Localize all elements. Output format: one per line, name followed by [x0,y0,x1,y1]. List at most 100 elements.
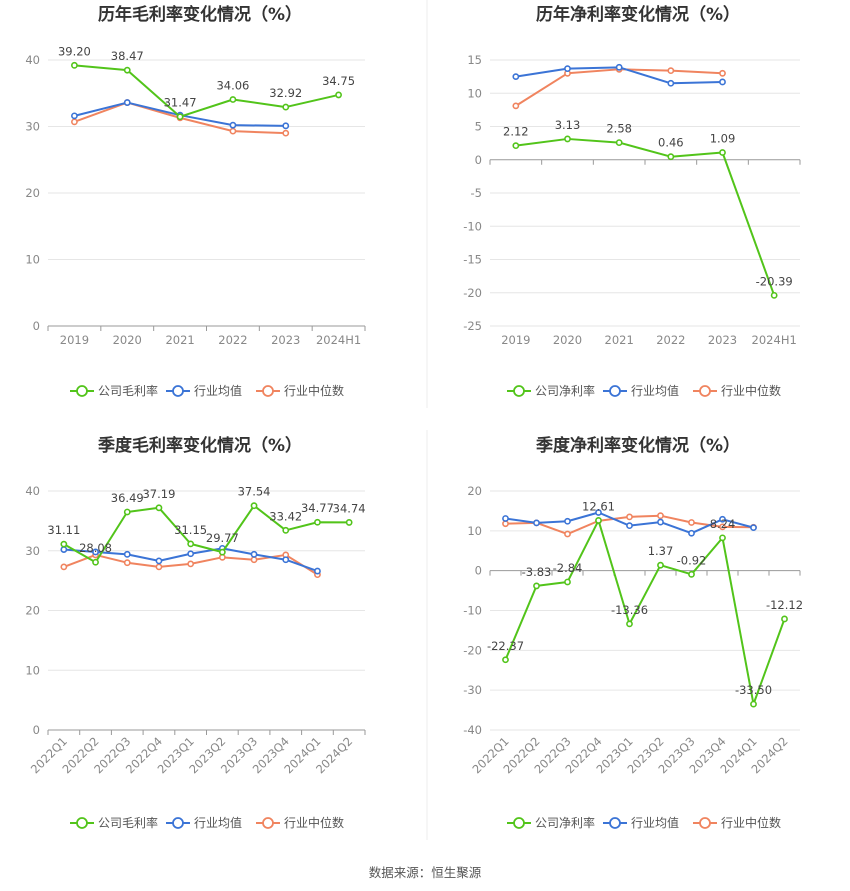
data-point [282,129,290,137]
legend-label: 行业中位数 [284,815,344,830]
data-point [719,534,726,542]
legend-marker [172,385,184,397]
data-point [615,139,623,146]
data-label: -20.39 [756,274,793,288]
data-point [123,66,131,74]
data-point [282,103,290,111]
y-tick-label: -5 [471,186,482,200]
legend-label: 公司毛利率 [98,383,158,398]
y-tick-label: -15 [463,253,482,267]
chart-title: 季度净利率变化情况（%） [536,435,740,456]
data-point [719,515,726,523]
chart-panel-1: 历年毛利率变化情况（%） 0 10 20 30 40 2019 2020 2021 2022 202… [25,4,366,398]
data-point [187,540,195,548]
legend-marker [76,385,88,397]
legend-label: 行业均值 [631,383,679,398]
series-line-1 [515,137,776,296]
series-line-1 [63,504,350,564]
data-point [187,550,195,558]
legend-marker [609,817,621,829]
y-tick-label: 0 [475,564,482,578]
data-point [314,518,321,526]
x-tick-label: 2019 [501,333,530,347]
y-tick-label: 40 [25,484,40,498]
data-point [719,523,726,531]
y-tick-label: 40 [25,53,40,67]
legend-item-1[interactable]: 公司净利率 [507,815,595,830]
legend-item-2[interactable]: 行业均值 [603,383,679,398]
legend-item-1[interactable]: 公司净利率 [507,383,595,398]
data-point [688,519,695,526]
data-point [71,61,78,69]
data-label: -12.12 [766,598,803,612]
data-label: 36.49 [111,491,144,505]
legend-marker [513,385,525,397]
legend-item-1[interactable]: 公司毛利率 [70,383,158,398]
data-point [564,65,571,73]
data-label: 8.24 [710,517,736,531]
y-tick-label: -20 [463,643,482,657]
data-label: 34.06 [216,79,249,93]
data-point [345,519,353,526]
data-point [688,529,695,537]
data-point [155,557,163,565]
x-tick-label: 2022 [218,333,247,347]
legend-item-3[interactable]: 行业中位数 [693,383,781,398]
data-point [250,556,258,564]
y-tick-label: -40 [463,723,482,737]
data-point [657,561,664,569]
chart-title: 历年毛利率变化情况（%） [98,4,302,25]
data-point [282,556,290,564]
data-label: -2.84 [553,561,583,575]
x-tick-label: 2021 [165,333,194,347]
y-tick-label: 15 [467,53,482,67]
legend-label: 行业中位数 [721,383,781,398]
data-label: 34.75 [322,74,355,88]
data-point [155,504,163,512]
y-tick-label: 0 [475,153,482,167]
y-tick-label: 20 [467,484,482,498]
data-point [595,509,602,516]
legend-marker [262,385,274,397]
y-tick-label: 10 [467,86,482,100]
data-point [626,522,633,530]
x-tick-label: 2023 [708,333,737,347]
legend-item-1[interactable]: 公司毛利率 [70,815,158,830]
data-point [564,135,571,143]
data-point [314,567,321,575]
data-point [71,118,78,126]
data-point [667,79,675,87]
legend-label: 公司毛利率 [98,815,158,830]
series-line-1 [504,519,786,706]
y-tick-label: 10 [25,663,40,677]
legend-item-3[interactable]: 行业中位数 [693,815,781,830]
legend-item-2[interactable]: 行业均值 [166,815,242,830]
legend-item-2[interactable]: 行业均值 [603,815,679,830]
data-point [60,563,68,571]
data-point [60,540,68,548]
data-point [564,530,571,538]
y-tick-label: 10 [25,253,40,267]
data-label: 37.19 [142,487,175,501]
data-point [123,99,131,106]
legend-label: 行业均值 [194,383,242,398]
data-point [512,142,520,150]
legend-marker [699,385,711,397]
data-point [667,67,675,75]
data-label: 2.58 [606,122,632,136]
data-point [123,559,131,567]
data-label: 37.54 [238,485,271,499]
data-point [229,121,237,129]
legend-label: 行业均值 [194,815,242,830]
legend-item-3[interactable]: 行业中位数 [256,815,344,830]
chart-panel-4: 季度净利率变化情况（%）-40-30-20-10010202022Q12022Q… [463,435,803,830]
legend-label: 公司净利率 [535,383,595,398]
y-tick-label: 10 [467,524,482,538]
legend-item-3[interactable]: 行业中位数 [256,383,344,398]
legend-item-2[interactable]: 行业均值 [166,383,242,398]
data-point [626,513,633,521]
x-tick-label: 2024H1 [316,333,361,347]
y-tick-label: -30 [463,683,482,697]
data-point [250,550,258,558]
